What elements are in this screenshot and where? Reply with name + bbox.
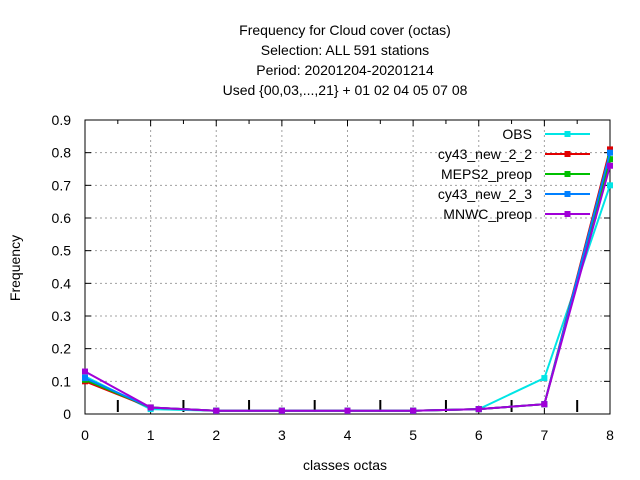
x-axis-label: classes octas [303,457,387,473]
data-point [147,404,154,411]
chart-title: Frequency for Cloud cover (octas) Selecti… [223,22,468,98]
y-tick-label: 0.4 [52,275,72,291]
series-line [84,165,611,412]
data-point [541,401,548,408]
legend-label: OBS [502,126,532,142]
series-OBS [82,182,613,414]
legend-label: MNWC_preop [443,206,532,222]
x-tick-label: 8 [606,427,614,443]
data-point [475,406,482,413]
y-tick-label: 0.1 [52,373,72,389]
x-tick-label: 1 [147,427,155,443]
data-point [82,375,88,382]
data-point [607,162,613,169]
y-tick-label: 0.9 [52,112,72,128]
data-point [607,149,613,156]
legend: OBS cy43_new_2_2 MEPS2_preop cy43_new_2_3 MN… [438,126,590,222]
grid [85,120,610,414]
axes: 0 1 2 3 4 5 6 7 8 0 0.1 0.2 0.3 0.4 0.5 0.6 0.7 0.8 0.9 [52,112,615,443]
x-tick-label: 5 [409,427,417,443]
y-tick-label: 0 [63,406,71,422]
title-line: Period: 20201204-20201214 [256,62,434,78]
y-tick-label: 0.6 [52,210,72,226]
x-tick-label: 7 [540,427,548,443]
legend-marker [564,131,571,137]
legend-label: cy43_new_2_3 [438,186,532,202]
title-line: Selection: ALL 591 stations [261,42,429,58]
y-tick-label: 0.2 [52,341,72,357]
title-line: Used {00,03,...,21} + 01 02 04 05 07 08 [223,82,468,98]
x-tick-label: 0 [81,427,89,443]
y-tick-label: 0.8 [52,145,72,161]
data-point [607,182,613,189]
x-tick-label: 6 [475,427,483,443]
legend-label: MEPS2_preop [441,166,532,182]
legend-marker [564,211,571,217]
legend-marker [564,151,571,157]
data-point [82,368,88,375]
y-tick-label: 0.7 [52,177,72,193]
y-tick-label: 0.5 [52,243,72,259]
data-point [278,407,285,414]
data-point [541,375,548,382]
y-tick-label: 0.3 [52,308,72,324]
legend-label: cy43_new_2_2 [438,146,532,162]
x-tick-label: 2 [212,427,220,443]
data-point [344,407,351,414]
series-layer [82,146,613,414]
legend-marker [564,191,571,197]
title-line: Frequency for Cloud cover (octas) [239,22,451,38]
x-tick-label: 4 [344,427,352,443]
data-point [607,146,613,153]
y-axis-label: Frequency [7,235,23,301]
legend-marker [564,171,571,177]
x-tick-label: 3 [278,427,286,443]
data-point [213,407,220,414]
series-MNWC_preop [82,162,613,414]
data-point [607,156,613,163]
data-point [410,407,417,414]
